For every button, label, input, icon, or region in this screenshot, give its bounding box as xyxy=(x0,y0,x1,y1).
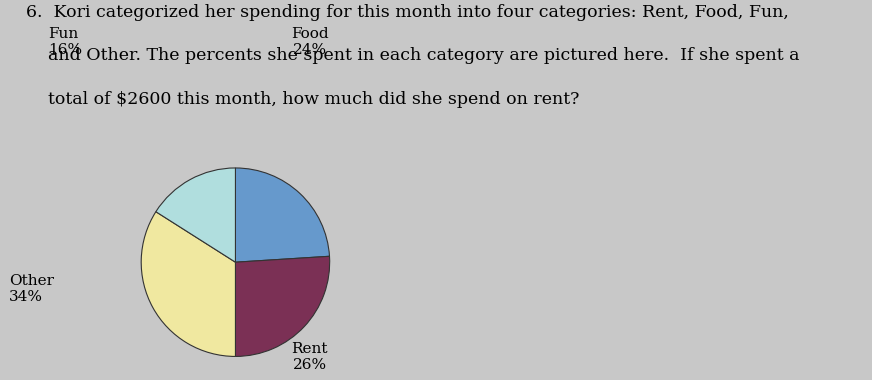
Text: Rent
26%: Rent 26% xyxy=(291,342,328,372)
Text: Fun
16%: Fun 16% xyxy=(48,27,82,57)
Text: Other
34%: Other 34% xyxy=(9,274,54,304)
Text: Food
24%: Food 24% xyxy=(290,27,329,57)
Text: and Other. The percents she spent in each category are pictured here.  If she sp: and Other. The percents she spent in eac… xyxy=(26,48,800,65)
Text: 6.  Kori categorized her spending for this month into four categories: Rent, Foo: 6. Kori categorized her spending for thi… xyxy=(26,4,789,21)
Wedge shape xyxy=(235,168,330,262)
Wedge shape xyxy=(235,256,330,356)
Wedge shape xyxy=(156,168,235,262)
Text: total of $2600 this month, how much did she spend on rent?: total of $2600 this month, how much did … xyxy=(26,91,580,108)
Wedge shape xyxy=(141,212,235,356)
